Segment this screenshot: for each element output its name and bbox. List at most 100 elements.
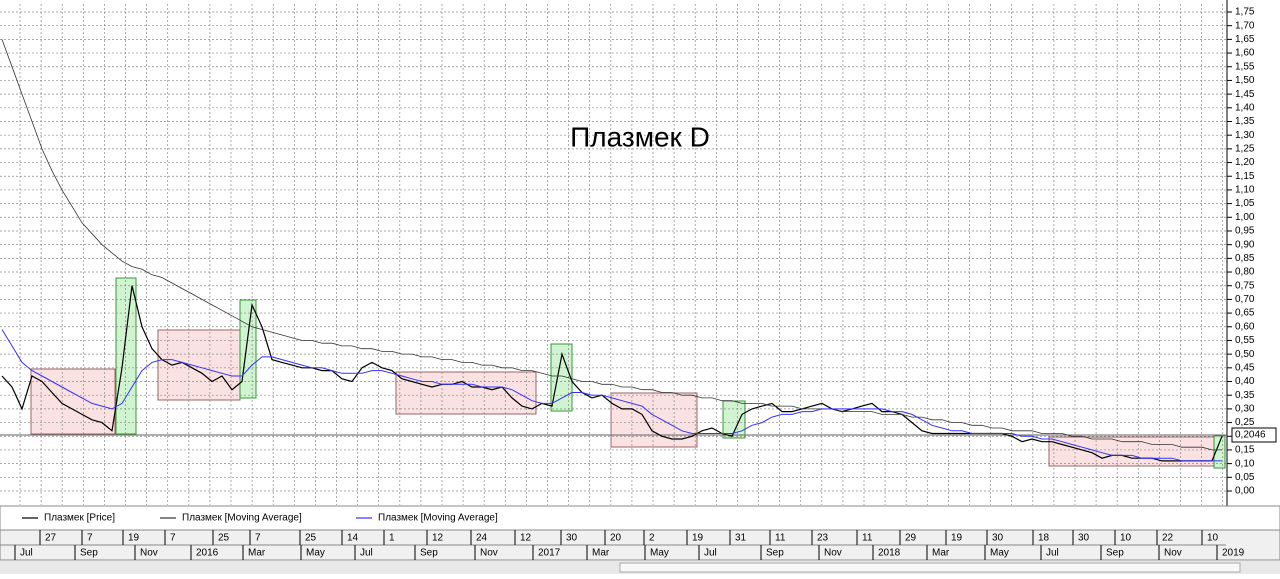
x-day-label: 24 bbox=[476, 533, 488, 544]
x-month-label: Sep bbox=[80, 548, 98, 559]
x-month-label: 2016 bbox=[196, 548, 219, 559]
range-box bbox=[157, 329, 241, 401]
x-month-label: Mar bbox=[592, 548, 610, 559]
y-tick-label: 1,50 bbox=[1235, 75, 1255, 86]
y-tick-label: 0,60 bbox=[1235, 321, 1255, 332]
y-tick-label: 0,45 bbox=[1235, 362, 1255, 373]
range-box bbox=[30, 368, 116, 435]
x-month-label: Nov bbox=[480, 548, 498, 559]
x-month-label: 2017 bbox=[538, 548, 561, 559]
x-day-label: 27 bbox=[45, 533, 57, 544]
y-tick-label: 0,30 bbox=[1235, 404, 1255, 415]
legend-label: Плазмек [Moving Average] bbox=[182, 513, 302, 524]
y-tick-label: 1,20 bbox=[1235, 157, 1255, 168]
range-box bbox=[115, 277, 137, 435]
x-day-label: 25 bbox=[218, 533, 230, 544]
legend-area bbox=[0, 505, 1280, 531]
x-day-label: 14 bbox=[347, 533, 359, 544]
x-month-label: Sep bbox=[420, 548, 438, 559]
y-tick-label: 0,55 bbox=[1235, 335, 1255, 346]
last-price-box bbox=[1231, 427, 1277, 443]
x-month-label: Jul bbox=[704, 548, 717, 559]
x-day-label: 7 bbox=[255, 533, 261, 544]
y-tick-label: 1,60 bbox=[1235, 48, 1255, 59]
x-day-label: 1 bbox=[389, 533, 395, 544]
x-day-label: 22 bbox=[1162, 533, 1174, 544]
x-month-label: Mar bbox=[248, 548, 266, 559]
y-tick-label: 0,40 bbox=[1235, 376, 1255, 387]
x-day-label: 20 bbox=[610, 533, 622, 544]
x-month-label: Nov bbox=[140, 548, 158, 559]
y-tick-label: 1,65 bbox=[1235, 34, 1255, 45]
x-month-label: Jul bbox=[1046, 548, 1059, 559]
x-month-label: Sep bbox=[766, 548, 784, 559]
y-tick-label: 1,35 bbox=[1235, 116, 1255, 127]
series-line bbox=[1, 39, 1222, 451]
y-tick-label: 0,10 bbox=[1235, 458, 1255, 469]
y-tick-label: 0,35 bbox=[1235, 390, 1255, 401]
x-day-label: 29 bbox=[905, 533, 917, 544]
x-month-label: Sep bbox=[1106, 548, 1124, 559]
y-tick-label: 0,15 bbox=[1235, 445, 1255, 456]
y-tick-label: 1,70 bbox=[1235, 20, 1255, 31]
x-day-label: 23 bbox=[817, 533, 829, 544]
x-day-label: 31 bbox=[735, 533, 747, 544]
x-day-label: 19 bbox=[128, 533, 140, 544]
y-tick-label: 0,50 bbox=[1235, 349, 1255, 360]
x-day-label: 11 bbox=[775, 533, 786, 544]
range-box bbox=[550, 343, 573, 412]
series-line bbox=[1, 285, 1223, 462]
y-tick-label: 0,05 bbox=[1235, 472, 1255, 483]
y-tick-label: 1,10 bbox=[1235, 185, 1255, 196]
chart-title: Плазмек D bbox=[570, 121, 710, 152]
x-month-label: May bbox=[990, 548, 1009, 559]
range-box bbox=[395, 371, 537, 415]
y-tick-label: 1,15 bbox=[1235, 171, 1255, 182]
x-day-label: 25 bbox=[305, 533, 317, 544]
x-month-label: Jul bbox=[20, 548, 33, 559]
x-month-label: 2018 bbox=[878, 548, 901, 559]
x-day-label: 10 bbox=[1120, 533, 1132, 544]
x-month-label: May bbox=[650, 548, 669, 559]
y-tick-label: 0,65 bbox=[1235, 308, 1255, 319]
y-tick-label: 0,70 bbox=[1235, 294, 1255, 305]
legend-label: Плазмек [Price] bbox=[44, 513, 115, 524]
x-day-label: 10 bbox=[1207, 533, 1219, 544]
y-tick-label: 1,25 bbox=[1235, 143, 1255, 154]
x-day-label: 12 bbox=[520, 533, 532, 544]
x-day-label: 2 bbox=[649, 533, 655, 544]
x-month-label: Jul bbox=[360, 548, 373, 559]
y-tick-label: 1,75 bbox=[1235, 7, 1255, 18]
x-day-label: 11 bbox=[862, 533, 873, 544]
x-month-label: May bbox=[306, 548, 325, 559]
x-day-label: 30 bbox=[992, 533, 1004, 544]
y-tick-label: 1,55 bbox=[1235, 61, 1255, 72]
y-tick-label: 0,00 bbox=[1235, 486, 1255, 497]
series-line bbox=[1, 329, 1222, 462]
x-day-label: 19 bbox=[951, 533, 963, 544]
range-box bbox=[239, 299, 257, 399]
y-tick-label: 0,85 bbox=[1235, 253, 1255, 264]
x-month-label: Mar bbox=[932, 548, 950, 559]
x-day-label: 30 bbox=[566, 533, 578, 544]
y-tick-label: 0,25 bbox=[1235, 417, 1255, 428]
x-day-label: 19 bbox=[692, 533, 704, 544]
x-day-label: 12 bbox=[432, 533, 444, 544]
x-day-label: 7 bbox=[87, 533, 93, 544]
range-box bbox=[610, 392, 698, 448]
x-day-label: 30 bbox=[1078, 533, 1090, 544]
y-tick-label: 1,40 bbox=[1235, 102, 1255, 113]
x-day-label: 7 bbox=[170, 533, 176, 544]
range-box bbox=[1213, 435, 1226, 469]
y-tick-label: 1,00 bbox=[1235, 212, 1255, 223]
x-month-label: 2019 bbox=[1222, 548, 1245, 559]
y-tick-label: 1,05 bbox=[1235, 198, 1255, 209]
x-month-label: Nov bbox=[824, 548, 842, 559]
x-month-label: Nov bbox=[1164, 548, 1182, 559]
y-tick-label: 0,95 bbox=[1235, 226, 1255, 237]
scroll-thumb[interactable] bbox=[619, 562, 1241, 573]
y-tick-label: 1,30 bbox=[1235, 130, 1255, 141]
y-tick-label: 0,90 bbox=[1235, 239, 1255, 250]
